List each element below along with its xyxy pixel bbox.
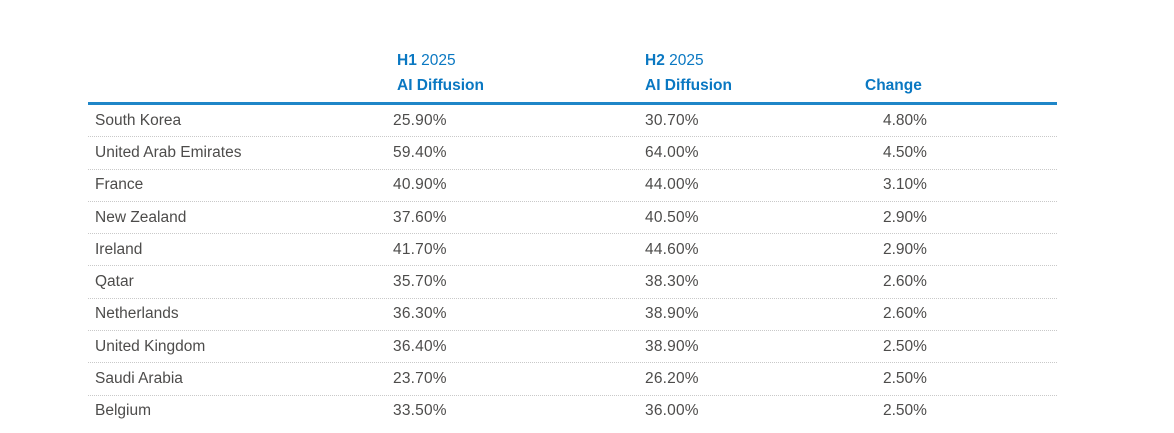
cell-h2-value: 44.60%	[645, 240, 699, 258]
cell-h2-value: 38.30%	[645, 273, 699, 291]
cell-change-value: 2.90%	[883, 208, 927, 226]
cell-h2-value: 38.90%	[645, 305, 699, 323]
table-row: Belgium 33.50% 36.00% 2.50%	[88, 396, 1057, 427]
cell-h2-value: 44.00%	[645, 176, 699, 194]
cell-country: Belgium	[95, 402, 151, 420]
table-row: South Korea 25.90% 30.70% 4.80%	[88, 105, 1057, 138]
cell-h2-value: 64.00%	[645, 143, 699, 161]
cell-h1-value: 33.50%	[393, 402, 447, 420]
ai-diffusion-table: H1 2025 AI Diffusion H2 2025 AI Diffusio…	[88, 50, 1057, 427]
table-row: Ireland 41.70% 44.60% 2.90%	[88, 234, 1057, 267]
cell-h2-value: 38.90%	[645, 337, 699, 355]
cell-h1-value: 36.30%	[393, 305, 447, 323]
header-h1-year: 2025	[421, 52, 456, 69]
cell-change-value: 2.60%	[883, 305, 927, 323]
cell-h2-value: 36.00%	[645, 402, 699, 420]
table-row: Saudi Arabia 23.70% 26.20% 2.50%	[88, 363, 1057, 396]
cell-country: France	[95, 176, 144, 194]
header-h2-year: 2025	[669, 52, 704, 69]
cell-change-value: 2.60%	[883, 273, 927, 291]
table-row: Netherlands 36.30% 38.90% 2.60%	[88, 299, 1057, 332]
header-h2-line1: H2 2025	[645, 48, 865, 73]
table-row: New Zealand 37.60% 40.50% 2.90%	[88, 202, 1057, 235]
cell-country: United Kingdom	[95, 337, 206, 355]
cell-country: South Korea	[95, 111, 182, 129]
cell-change-value: 4.80%	[883, 111, 927, 129]
cell-change-value: 2.90%	[883, 240, 927, 258]
header-h1-metric: AI Diffusion	[397, 77, 484, 94]
header-h2-period: H2	[645, 52, 665, 69]
header-h1-period: H1	[397, 52, 417, 69]
cell-h1-value: 23.70%	[393, 370, 447, 388]
table-row: Qatar 35.70% 38.30% 2.60%	[88, 266, 1057, 299]
cell-h1-value: 59.40%	[393, 143, 447, 161]
header-h1-line1: H1 2025	[397, 48, 645, 73]
cell-change-value: 2.50%	[883, 337, 927, 355]
cell-change-value: 2.50%	[883, 402, 927, 420]
cell-h1-value: 37.60%	[393, 208, 447, 226]
table-header-row: H1 2025 AI Diffusion H2 2025 AI Diffusio…	[88, 50, 1057, 105]
table-row: United Arab Emirates 59.40% 64.00% 4.50%	[88, 137, 1057, 170]
column-header-h1-2025: H1 2025 AI Diffusion	[393, 48, 645, 102]
table-body: South Korea 25.90% 30.70% 4.80% United A…	[88, 105, 1057, 427]
cell-h1-value: 25.90%	[393, 111, 447, 129]
table-row: United Kingdom 36.40% 38.90% 2.50%	[88, 331, 1057, 364]
header-change-label: Change	[865, 77, 922, 94]
header-h2-metric: AI Diffusion	[645, 77, 732, 94]
cell-country: New Zealand	[95, 208, 187, 226]
cell-change-value: 4.50%	[883, 143, 927, 161]
cell-country: Qatar	[95, 273, 134, 291]
cell-h1-value: 36.40%	[393, 337, 447, 355]
cell-h2-value: 26.20%	[645, 370, 699, 388]
cell-country: Netherlands	[95, 305, 179, 323]
column-header-change: Change	[865, 73, 1057, 102]
column-header-h2-2025: H2 2025 AI Diffusion	[645, 48, 865, 102]
cell-h1-value: 40.90%	[393, 176, 447, 194]
cell-h2-value: 30.70%	[645, 111, 699, 129]
cell-h1-value: 35.70%	[393, 273, 447, 291]
cell-country: Ireland	[95, 240, 143, 258]
table-row: France 40.90% 44.00% 3.10%	[88, 170, 1057, 202]
cell-h1-value: 41.70%	[393, 240, 447, 258]
cell-change-value: 2.50%	[883, 370, 927, 388]
cell-country: United Arab Emirates	[95, 143, 242, 161]
cell-country: Saudi Arabia	[95, 370, 183, 388]
cell-change-value: 3.10%	[883, 176, 927, 194]
cell-h2-value: 40.50%	[645, 208, 699, 226]
